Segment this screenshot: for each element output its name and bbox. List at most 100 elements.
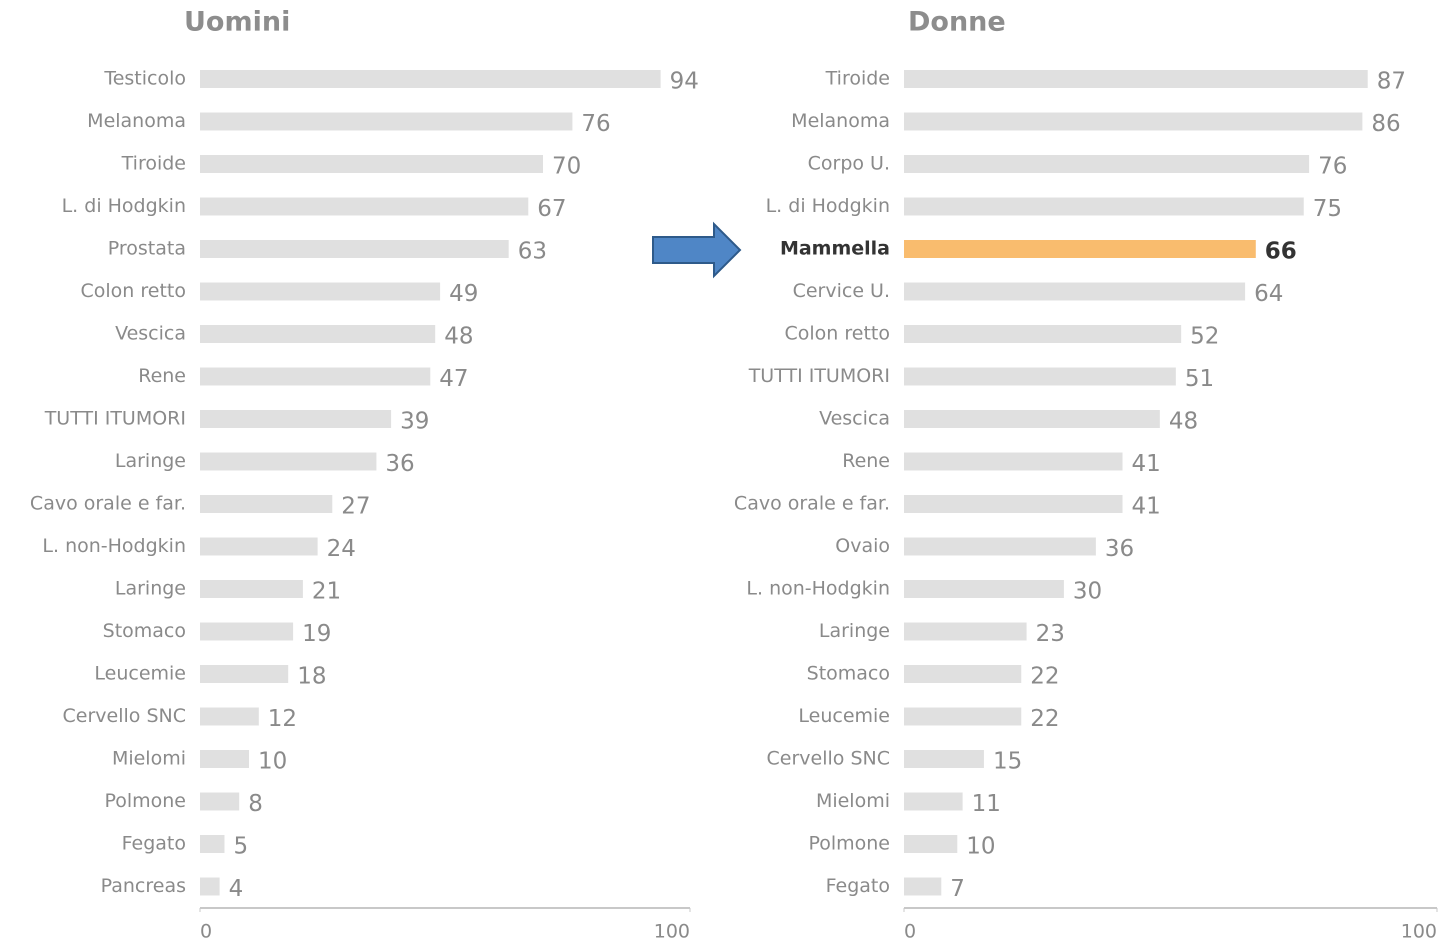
category-label: Leucemie [798,705,890,727]
value-label: 36 [1105,536,1134,562]
category-label: Fegato [826,875,890,897]
bar [200,325,436,343]
bar [200,835,225,853]
category-label: Laringe [115,578,186,600]
category-label: Mielomi [112,748,186,770]
category-label: Vescica [115,323,186,345]
bar [904,495,1123,513]
bar [904,707,1022,726]
category-label: Colon retto [785,323,890,345]
bar [200,70,661,88]
category-label: Cervice U. [793,280,890,302]
value-label: 18 [297,664,326,690]
category-label: Polmone [808,833,890,855]
value-label: 30 [1073,579,1102,605]
category-label: L. non-Hodgkin [42,535,186,557]
bar [904,112,1363,131]
value-label: 70 [552,154,581,180]
value-label: 5 [234,834,249,860]
value-label: 76 [1318,154,1347,180]
category-label: Pancreas [101,875,186,897]
value-label: 36 [385,451,414,477]
bar [904,622,1027,641]
category-label: Cervello SNC [63,705,186,727]
bar [200,665,289,683]
value-label: 22 [1030,664,1059,690]
value-label: 48 [1169,409,1198,435]
bar [200,240,509,258]
category-label: Cervello SNC [767,748,890,770]
category-label: Polmone [104,790,186,812]
value-label: 10 [258,749,287,775]
category-label: Melanoma [791,110,890,132]
category-label: Vescica [819,408,890,430]
bar [904,792,963,811]
x-tick-label: 0 [904,921,916,943]
value-label: 86 [1371,111,1400,137]
bar [904,452,1123,471]
bar [200,792,240,811]
value-label: 8 [248,791,263,817]
value-label: 21 [312,579,341,605]
bar [200,112,573,131]
value-label: 4 [229,876,244,902]
x-tick-label: 100 [1401,921,1437,943]
value-label: 19 [302,621,331,647]
bar [904,197,1304,216]
category-label: Ovaio [835,535,890,557]
bar [200,580,303,598]
category-label: L. di Hodgkin [62,195,186,217]
category-label: Colon retto [81,280,186,302]
chart-title: Uomini [184,7,290,38]
bar [200,452,377,471]
category-label: Laringe [819,620,890,642]
value-label: 41 [1132,451,1161,477]
category-label: Cavo orale e far. [734,493,890,515]
category-label: Laringe [115,450,186,472]
value-label: 12 [268,706,297,732]
x-tick-label: 100 [654,921,690,943]
value-label: 24 [327,536,356,562]
bar [200,155,543,173]
value-label: 11 [972,791,1001,817]
bar [904,580,1064,598]
category-label: Corpo U. [808,153,890,175]
bar [904,367,1176,386]
value-label: 94 [670,69,699,95]
category-label: Rene [842,450,890,472]
bar [200,495,333,513]
bar [200,197,529,216]
category-label: Leucemie [94,663,186,685]
bar [200,410,392,428]
value-label: 41 [1132,494,1161,520]
category-label: Mammella [780,238,890,260]
value-label: 75 [1313,196,1342,222]
category-label: Cavo orale e far. [30,493,186,515]
value-label: 87 [1377,69,1406,95]
category-label: Tiroide [121,153,186,175]
category-label: Stomaco [103,620,186,642]
bar [200,750,249,768]
x-tick-label: 0 [200,921,212,943]
value-label: 27 [341,494,370,520]
bar [904,877,942,896]
value-label: 7 [950,876,965,902]
value-label: 10 [966,834,995,860]
value-label: 67 [537,196,566,222]
bar [904,537,1096,556]
value-label: 23 [1036,621,1065,647]
chart-title: Donne [908,7,1006,38]
value-label: 49 [449,281,478,307]
bar [904,282,1246,301]
value-label: 52 [1190,324,1219,350]
value-label: 47 [439,366,468,392]
category-label: TUTTI ITUMORI [44,408,186,430]
value-label: 64 [1254,281,1283,307]
category-label: L. non-Hodgkin [746,578,890,600]
bar [904,70,1368,88]
value-label: 15 [993,749,1022,775]
category-label: TUTTI ITUMORI [748,365,890,387]
category-label: Fegato [122,833,186,855]
bar [200,877,220,896]
bar [200,707,259,726]
